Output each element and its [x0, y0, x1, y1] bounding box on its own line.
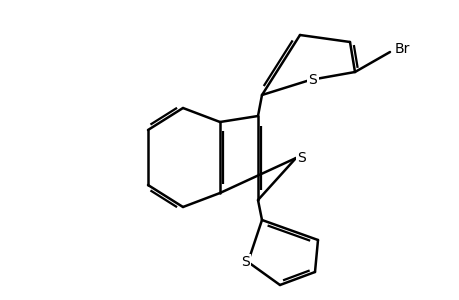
Text: S: S — [308, 73, 317, 87]
Text: S: S — [240, 255, 249, 269]
Text: Br: Br — [394, 42, 409, 56]
Text: S: S — [297, 151, 306, 165]
